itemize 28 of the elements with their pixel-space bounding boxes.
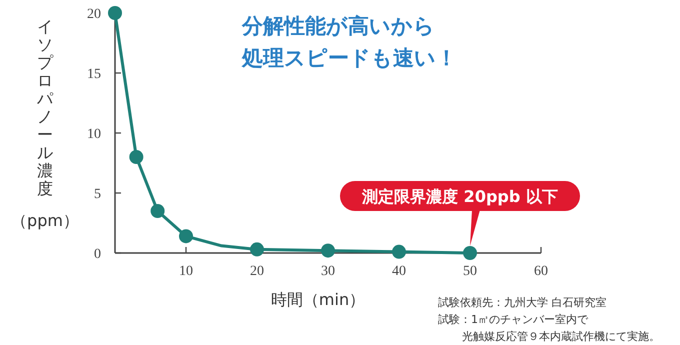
x-tick-label: 30 [321,264,335,279]
text: 試験：1㎥のチャンバー室内で [438,313,589,326]
point [321,244,335,258]
point [250,242,264,256]
annotation: 測定限界濃度 20ppb 以下 [361,187,558,206]
x-tick-label: 10 [179,264,193,279]
y-tick-label: 10 [87,127,101,142]
point [179,229,193,244]
x-tick-label: 20 [250,264,264,279]
y-tick-label: 5 [94,187,101,202]
x-tick-label: 40 [392,264,406,279]
point [150,204,165,218]
point [129,150,144,164]
text: イソプロパノール濃度（ppm） [11,17,79,230]
text: 光触媒反応管９本内蔵試作機にて実施。 [462,330,660,343]
annotation: 測定限界濃度 20ppb 以下 [340,181,580,246]
point [108,6,122,20]
x-tick-label: 60 [534,264,548,279]
y-tick-label: 20 [87,7,101,22]
y-tick-label: 15 [87,67,101,82]
x-axis-title: 時間（min） [270,290,366,309]
y-tick-label: 0 [94,247,101,262]
chart-title: 分解性能が高いから [241,14,435,38]
text: 試験依頼先：九州大学 白石研究室 [438,296,606,309]
x-tick-label: 50 [463,264,477,279]
text: 処理スピードも速い！ [241,46,457,70]
point [392,244,406,259]
point [463,246,477,260]
